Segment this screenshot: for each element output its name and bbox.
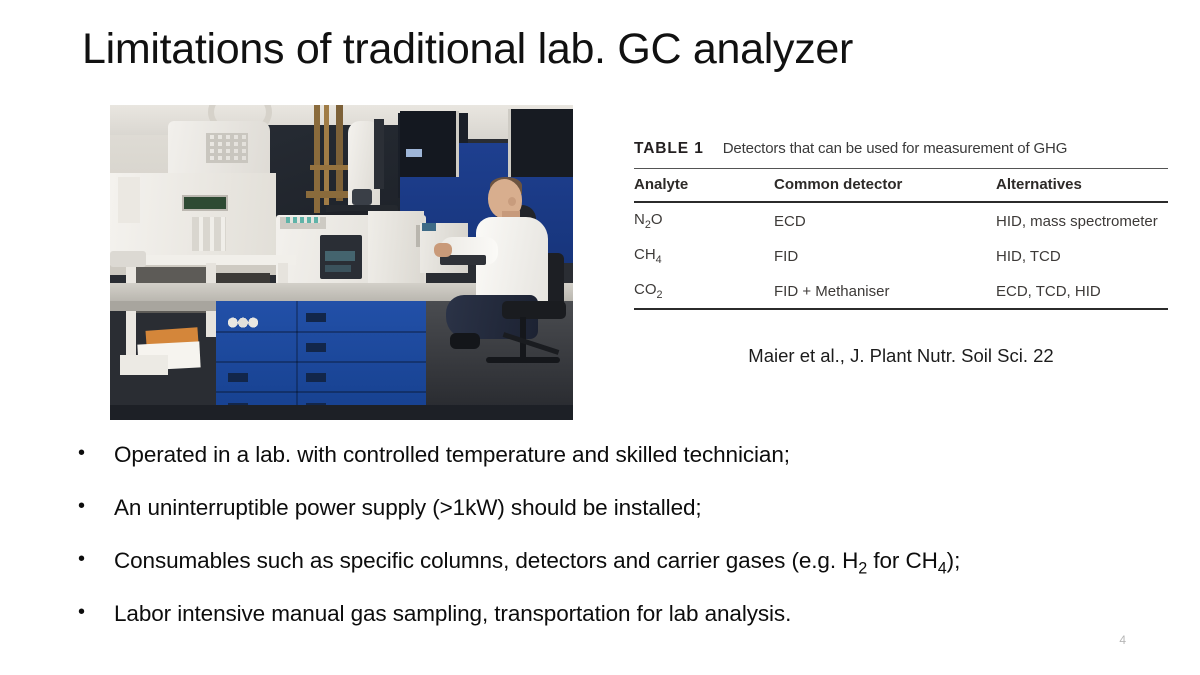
- photo-bench-items: [110, 251, 146, 267]
- photo-copper-pipe: [324, 105, 329, 205]
- detectors-table: Analyte Common detector Alternatives N2O…: [634, 168, 1168, 310]
- analyte-formula-tail: O: [650, 211, 663, 228]
- analyte-formula-sub: 2: [656, 289, 663, 301]
- photo-chair-base: [486, 357, 560, 363]
- cell-common-detector: FID + Methaniser: [774, 273, 996, 310]
- photo-floor: [110, 405, 573, 420]
- bullet-text-part: for CH: [867, 548, 938, 573]
- photo-papers: [120, 355, 168, 375]
- photo-instrument-keypad: [192, 217, 226, 251]
- bullet-marker-icon: •: [78, 548, 85, 570]
- photo-light-reflection: [406, 149, 422, 157]
- cell-analyte: N2O: [634, 202, 774, 238]
- photo-gcms-screen-secondary: [325, 265, 351, 272]
- table-caption-label: TABLE 1: [634, 140, 704, 157]
- analyte-formula-sub: 4: [655, 254, 662, 266]
- photo-white-table-top: [110, 255, 296, 265]
- table-row: CH4 FID HID, TCD: [634, 238, 1168, 273]
- photo-chair-seat: [502, 301, 566, 319]
- analyte-formula-base: CO: [634, 281, 657, 298]
- cell-alternatives: HID, mass spectrometer: [996, 212, 1158, 230]
- bullet-marker-icon: •: [78, 495, 85, 517]
- table-caption-text: Detectors that can be used for measureme…: [722, 140, 1068, 157]
- photo-copper-pipe: [314, 105, 320, 213]
- table-row: CO2 FID + Methaniser ECD, TCD, HID: [634, 273, 1168, 310]
- photo-instrument-badge: [422, 223, 436, 231]
- table-row: N2O ECD HID, mass spectrometer: [634, 202, 1168, 238]
- table-header-row: Analyte Common detector Alternatives: [634, 168, 1168, 203]
- photo-person-shoe: [450, 333, 480, 349]
- photo-gc-instrument-right: [368, 211, 424, 293]
- bullet-text: Labor intensive manual gas sampling, tra…: [114, 601, 792, 626]
- bullet-list: • Operated in a lab. with controlled tem…: [78, 442, 1148, 654]
- photo-instrument-display: [182, 195, 228, 211]
- cell-alternatives: HID, TCD: [996, 247, 1061, 265]
- photo-drawer-handle: [306, 373, 326, 382]
- page-title: Limitations of traditional lab. GC analy…: [82, 25, 854, 73]
- cell-alternatives: ECD, TCD, HID: [996, 273, 1168, 310]
- source-citation: Maier et al., J. Plant Nutr. Soil Sci. 2…: [748, 345, 1054, 366]
- bullet-marker-icon: •: [78, 442, 85, 464]
- column-header-common-detector: Common detector: [774, 168, 996, 203]
- photo-pipe-fitting: [306, 191, 354, 198]
- bullet-power-supply: • An uninterruptible power supply (>1kW)…: [78, 495, 1148, 548]
- cell-common-detector: ECD: [774, 212, 806, 230]
- column-header-alternatives: Alternatives: [996, 168, 1168, 203]
- analyte-formula-sub: 2: [644, 219, 651, 231]
- photo-drawer-handle: [306, 313, 326, 322]
- photo-copper-pipe: [336, 105, 343, 201]
- photo-drawer-seam: [216, 331, 426, 333]
- photo-instrument-side-panel: [118, 177, 140, 223]
- bullet-text: An uninterruptible power supply (>1kW) s…: [114, 495, 702, 520]
- photo-drawer-seam: [216, 391, 426, 393]
- bullet-subscript: 2: [858, 559, 868, 578]
- photo-autosampler-rail: [374, 119, 384, 189]
- photo-table-leg: [126, 263, 136, 359]
- page-number: 4: [1119, 633, 1126, 647]
- analyte-formula-base: CH: [634, 246, 656, 263]
- bullet-text-part: );: [946, 548, 961, 573]
- bullet-labor: • Labor intensive manual gas sampling, t…: [78, 601, 1148, 654]
- analyte-formula-base: N: [634, 211, 645, 228]
- bullet-consumables: • Consumables such as specific columns, …: [78, 548, 1148, 601]
- bullet-text-part: Consumables such as specific columns, de…: [114, 548, 859, 573]
- photo-keyboard: [440, 255, 486, 265]
- photo-glass-pane-left: [400, 111, 459, 177]
- photo-drawer-divider: [296, 301, 298, 420]
- photo-glass-pane-right: [508, 109, 573, 177]
- bullet-text: Operated in a lab. with controlled tempe…: [114, 442, 790, 467]
- bullet-marker-icon: •: [78, 601, 85, 623]
- cell-analyte: CO2: [634, 273, 774, 310]
- table-caption: TABLE 1 Detectors that can be used for m…: [634, 140, 1168, 168]
- photo-drawer-seam: [216, 361, 426, 363]
- lab-gc-photo: [110, 105, 573, 420]
- photo-person-ear: [508, 197, 516, 206]
- column-header-analyte: Analyte: [634, 168, 774, 203]
- photo-sample-vials: [286, 217, 320, 223]
- photo-pipe-fitting: [310, 165, 350, 170]
- photo-drawer-handle: [228, 373, 248, 382]
- cell-analyte: CH4: [634, 238, 774, 273]
- photo-person-hand: [434, 243, 452, 257]
- detectors-table-figure: TABLE 1 Detectors that can be used for m…: [634, 140, 1168, 310]
- bullet-text: Consumables such as specific columns, de…: [114, 548, 960, 578]
- bullet-subscript: 4: [937, 559, 947, 578]
- bullet-operated-in-lab: • Operated in a lab. with controlled tem…: [78, 442, 1148, 495]
- photo-glassware: [226, 313, 260, 329]
- cell-common-detector: FID: [774, 247, 799, 265]
- photo-gcms-screen: [325, 251, 355, 261]
- photo-drawer-handle: [306, 343, 326, 352]
- photo-autosampler-head: [352, 189, 372, 205]
- photo-instrument-vent-grille: [206, 133, 248, 163]
